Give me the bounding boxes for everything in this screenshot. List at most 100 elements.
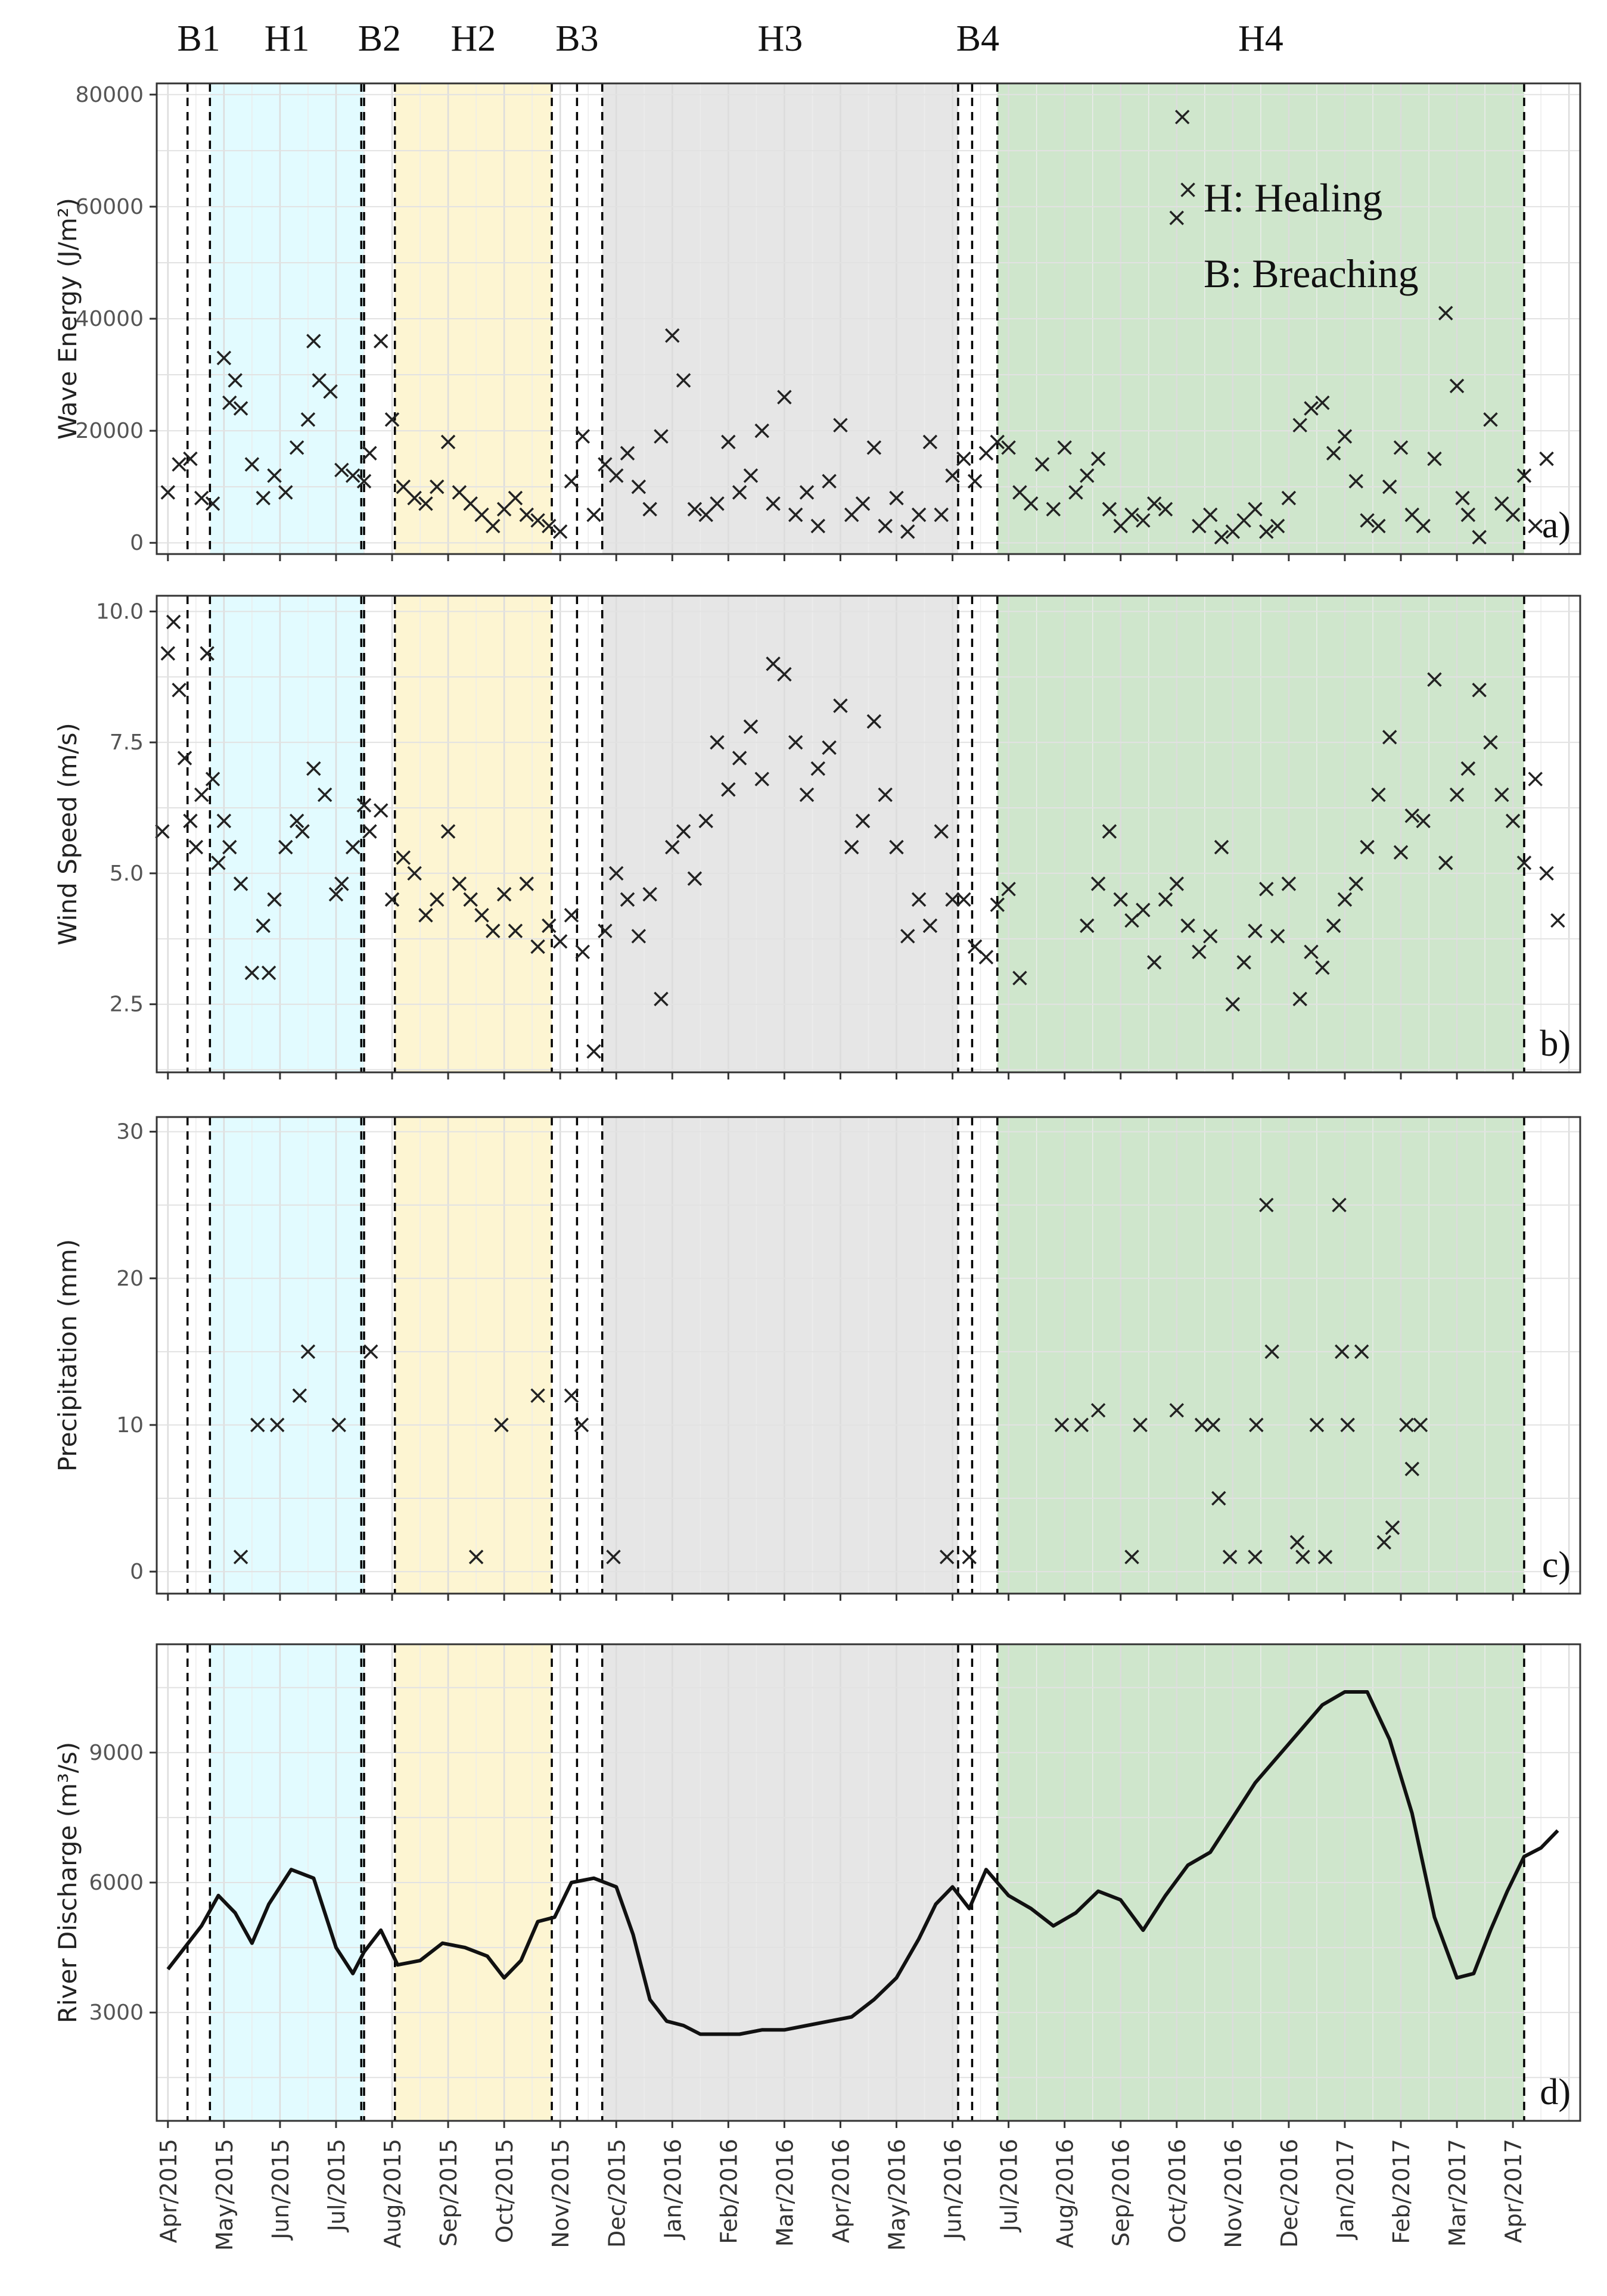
x-tick-label: Jun/2016 [940,2139,966,2241]
data-point [564,474,579,489]
data-point [256,490,271,506]
data-point [1289,1535,1305,1550]
data-point [474,507,489,522]
x-tick-label: Nov/2015 [548,2139,574,2248]
data-point [1539,866,1554,881]
data-point [598,923,613,938]
panel-c: 0 10 20 30 Precipitation (mm) c) [53,1116,1581,1601]
data-point [1404,507,1420,522]
data-point [430,892,445,907]
data-point [363,1344,378,1359]
x-tick-label: Apr/2016 [828,2139,854,2243]
data-point [222,839,237,855]
panel-tag: d) [1540,2072,1571,2113]
data-point [356,798,372,813]
data-point [295,824,310,839]
data-point [331,1417,346,1433]
data-point [1438,855,1453,870]
panel-frame [156,595,1581,1074]
data-point [642,886,657,902]
data-point [620,446,635,461]
data-point [754,423,770,438]
data-point [496,886,512,902]
data-point [1090,451,1106,466]
data-point [1494,496,1509,511]
data-point [1393,845,1409,860]
data-point [463,892,478,907]
period-shade-h3 [602,596,958,1072]
data-point [552,934,568,949]
data-point [1326,918,1341,934]
data-point [440,824,456,839]
data-point [486,518,501,534]
data-point [698,507,713,522]
data-point [233,1550,248,1564]
data-point [945,892,960,907]
data-point [631,479,646,494]
data-point [1427,451,1442,466]
data-point [1340,1417,1355,1433]
data-point [542,518,557,534]
x-tick-label: Sep/2015 [436,2139,462,2247]
data-point [1528,771,1543,786]
data-point [606,1550,621,1564]
data-point [1192,518,1207,534]
data-point [1203,929,1218,944]
data-point [1281,876,1297,891]
data-point [1335,1344,1350,1359]
data-point [407,490,422,506]
data-point [334,876,349,891]
data-point [911,507,927,522]
data-point [1270,518,1285,534]
data-point [1054,1417,1070,1433]
data-point [1455,490,1470,506]
data-point [373,803,388,818]
data-point [1248,1550,1263,1564]
data-point [1348,876,1364,891]
data-point [1158,502,1173,517]
data-point [1360,839,1375,855]
y-tick-label: 80000 [75,83,144,107]
x-tick-label: Dec/2015 [604,2139,630,2248]
data-point [418,496,433,511]
data-point [1090,1403,1106,1418]
data-point [564,908,579,923]
data-point [362,824,377,839]
data-point [1249,1417,1264,1433]
y-axis-label: River Discharge (m³/s) [53,1742,82,2023]
data-point [1472,683,1487,698]
data-point [1225,997,1241,1012]
data-point [1124,507,1139,522]
data-point [732,751,747,766]
data-point [1248,923,1263,938]
data-point [844,507,859,522]
data-point [1295,1550,1310,1564]
data-point [934,824,949,839]
x-tick-label: Oct/2015 [492,2139,518,2243]
data-point [1259,524,1274,539]
data-point [345,839,360,855]
data-point [233,401,248,416]
period-shade-h3 [602,1117,958,1594]
data-point [777,390,792,405]
data-point [754,771,770,786]
data-point [676,824,691,839]
data-point [642,502,657,517]
y-axis-label: Precipitation (mm) [53,1239,82,1471]
panel-frame [156,1116,1581,1595]
data-point [1292,991,1307,1007]
data-point [155,824,170,839]
data-point [1376,1535,1392,1550]
data-point [1505,813,1521,829]
data-point [822,474,837,489]
data-point [1001,882,1016,897]
data-point [519,507,534,522]
data-point [474,908,489,923]
data-point [1427,672,1442,687]
data-point [256,918,271,934]
series-c [233,1197,1428,1564]
data-point [810,518,826,534]
data-point [1024,496,1039,511]
data-point [939,1550,955,1564]
data-point [1080,918,1095,934]
